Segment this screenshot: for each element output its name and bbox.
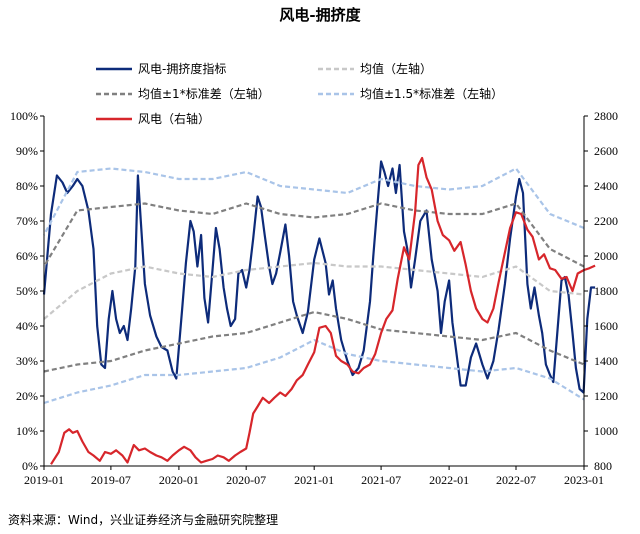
y-right-tick-label: 2000: [594, 249, 618, 263]
y-left-tick-label: 30%: [16, 354, 38, 368]
series-line-4: [50, 156, 596, 465]
x-tick-label: 2022-01: [429, 473, 469, 487]
series-line-3: [43, 167, 585, 405]
axes: 0% 10% 20% 30% 40% 50% 60% 70% 80% 90% 100% 800 1000…: [10, 109, 618, 487]
x-tick-label: 2021-07: [361, 473, 401, 487]
x-tick-label: 2019-01: [24, 473, 64, 487]
legend-label-2: 均值±1*标准差（左轴）: [138, 86, 270, 101]
chart-title: 风电-拥挤度: [279, 6, 361, 24]
y-left-tick-label: 60%: [16, 249, 38, 263]
x-tick-label: 2020-07: [226, 473, 266, 487]
y-left-tick-label: 10%: [16, 424, 38, 438]
y-right-tick-label: 1800: [594, 284, 618, 298]
y-left-tick-label: 20%: [16, 389, 38, 403]
x-tick-label: 2023-01: [564, 473, 604, 487]
x-tick-label: 2022-07: [496, 473, 536, 487]
y-right-tick-label: 1000: [594, 424, 618, 438]
source-note: 资料来源：Wind，兴业证券经济与金融研究院整理: [8, 512, 278, 527]
y-left-tick-label: 80%: [16, 179, 38, 193]
y-right-tick-label: 2200: [594, 214, 618, 228]
series-line-2: [43, 202, 585, 373]
legend-label-3: 均值±1.5*标准差（左轴）: [360, 86, 503, 101]
plot-area: [42, 156, 596, 465]
series-line-1: [43, 261, 585, 320]
y-left-tick-label: 0%: [22, 459, 38, 473]
legend: 风电-拥挤度指标 均值（左轴） 均值±1*标准差（左轴） 均值±1.5*标准差（左轴）…: [96, 61, 503, 126]
y-left-tick-label: 90%: [16, 144, 38, 158]
y-right-tick-label: 2800: [594, 109, 618, 123]
x-tick-label: 2019-07: [91, 473, 131, 487]
x-tick-label: 2021-01: [294, 473, 334, 487]
y-right-tick-label: 1400: [594, 354, 618, 368]
legend-label-0: 风电-拥挤度指标: [138, 61, 226, 76]
y-right-tick-label: 1200: [594, 389, 618, 403]
x-tick-label: 2020-01: [159, 473, 199, 487]
y-right-tick-label: 2600: [594, 144, 618, 158]
legend-label-4: 风电（右轴）: [138, 111, 210, 126]
y-left-tick-label: 40%: [16, 319, 38, 333]
y-left-tick-label: 100%: [10, 109, 38, 123]
y-left-tick-label: 50%: [16, 284, 38, 298]
legend-label-1: 均值（左轴）: [360, 61, 432, 76]
series-line-0: [42, 160, 596, 394]
y-right-tick-label: 2400: [594, 179, 618, 193]
y-right-tick-label: 800: [594, 459, 612, 473]
y-left-tick-label: 70%: [16, 214, 38, 228]
y-right-tick-label: 1600: [594, 319, 618, 333]
